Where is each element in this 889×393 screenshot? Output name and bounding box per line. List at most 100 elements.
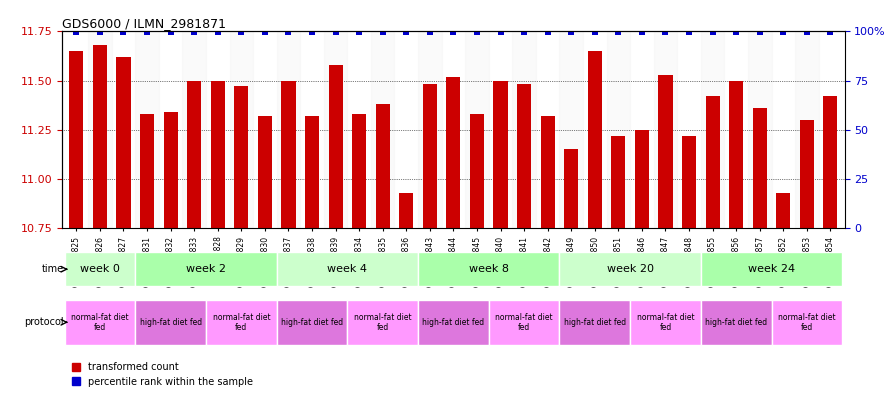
Point bbox=[305, 29, 319, 36]
Point bbox=[375, 29, 389, 36]
Bar bbox=[465, 31, 489, 228]
Bar bbox=[187, 81, 201, 228]
Bar bbox=[329, 65, 342, 228]
Bar bbox=[748, 31, 772, 228]
Bar bbox=[352, 114, 366, 228]
FancyBboxPatch shape bbox=[206, 299, 276, 345]
Bar bbox=[517, 84, 531, 228]
Text: high-fat diet fed: high-fat diet fed bbox=[140, 318, 202, 327]
FancyBboxPatch shape bbox=[348, 299, 418, 345]
Legend: transformed count, percentile rank within the sample: transformed count, percentile rank withi… bbox=[67, 358, 258, 391]
Text: normal-fat diet
fed: normal-fat diet fed bbox=[212, 312, 270, 332]
Point bbox=[565, 29, 579, 36]
Text: GDS6000 / ILMN_2981871: GDS6000 / ILMN_2981871 bbox=[62, 17, 226, 30]
Bar bbox=[682, 136, 696, 228]
Text: week 0: week 0 bbox=[80, 264, 120, 274]
Bar bbox=[653, 31, 677, 228]
Point bbox=[258, 29, 272, 36]
Point bbox=[823, 29, 837, 36]
Bar bbox=[305, 116, 319, 228]
Point bbox=[140, 29, 154, 36]
Bar bbox=[234, 86, 248, 228]
FancyBboxPatch shape bbox=[489, 299, 559, 345]
Point bbox=[399, 29, 413, 36]
Bar bbox=[606, 31, 630, 228]
Point bbox=[776, 29, 790, 36]
Point bbox=[706, 29, 720, 36]
Point bbox=[116, 29, 131, 36]
Text: week 8: week 8 bbox=[469, 264, 509, 274]
Bar bbox=[276, 31, 300, 228]
Text: week 24: week 24 bbox=[748, 264, 795, 274]
Point bbox=[753, 29, 767, 36]
Bar bbox=[541, 116, 555, 228]
Bar bbox=[211, 81, 225, 228]
FancyBboxPatch shape bbox=[630, 299, 701, 345]
FancyBboxPatch shape bbox=[701, 252, 842, 286]
Text: protocol: protocol bbox=[24, 317, 63, 327]
Text: week 2: week 2 bbox=[186, 264, 226, 274]
Text: week 4: week 4 bbox=[327, 264, 367, 274]
Point bbox=[234, 29, 248, 36]
Point bbox=[659, 29, 673, 36]
Bar bbox=[701, 31, 725, 228]
Bar bbox=[258, 116, 272, 228]
FancyBboxPatch shape bbox=[65, 299, 135, 345]
Bar bbox=[135, 31, 159, 228]
Text: normal-fat diet
fed: normal-fat diet fed bbox=[71, 312, 129, 332]
Bar bbox=[588, 51, 602, 228]
Text: high-fat diet fed: high-fat diet fed bbox=[281, 318, 343, 327]
Bar bbox=[423, 84, 436, 228]
Bar bbox=[140, 114, 154, 228]
FancyBboxPatch shape bbox=[559, 299, 630, 345]
Bar bbox=[635, 130, 649, 228]
Point bbox=[729, 29, 743, 36]
Bar bbox=[324, 31, 348, 228]
Text: normal-fat diet
fed: normal-fat diet fed bbox=[495, 312, 553, 332]
Bar bbox=[753, 108, 767, 228]
Bar bbox=[418, 31, 442, 228]
Point bbox=[682, 29, 696, 36]
FancyBboxPatch shape bbox=[418, 299, 489, 345]
FancyBboxPatch shape bbox=[701, 299, 772, 345]
Text: high-fat diet fed: high-fat diet fed bbox=[422, 318, 485, 327]
Point bbox=[92, 29, 107, 36]
Point bbox=[69, 29, 84, 36]
Text: high-fat diet fed: high-fat diet fed bbox=[705, 318, 767, 327]
Point bbox=[517, 29, 532, 36]
Text: time: time bbox=[41, 264, 63, 274]
Point bbox=[588, 29, 602, 36]
Text: normal-fat diet
fed: normal-fat diet fed bbox=[354, 312, 412, 332]
FancyBboxPatch shape bbox=[418, 252, 559, 286]
Bar bbox=[371, 31, 395, 228]
Bar bbox=[446, 77, 461, 228]
Text: normal-fat diet
fed: normal-fat diet fed bbox=[637, 312, 694, 332]
Bar bbox=[612, 136, 625, 228]
Bar bbox=[559, 31, 583, 228]
Bar bbox=[92, 45, 107, 228]
Point bbox=[211, 29, 225, 36]
Bar bbox=[229, 31, 253, 228]
Bar bbox=[800, 120, 814, 228]
FancyBboxPatch shape bbox=[559, 252, 701, 286]
Bar bbox=[88, 31, 112, 228]
Text: week 20: week 20 bbox=[606, 264, 653, 274]
Bar bbox=[706, 96, 720, 228]
Bar bbox=[729, 81, 743, 228]
Bar bbox=[565, 149, 578, 228]
Point bbox=[446, 29, 461, 36]
Bar bbox=[399, 193, 413, 228]
Bar bbox=[164, 112, 178, 228]
FancyBboxPatch shape bbox=[135, 252, 276, 286]
FancyBboxPatch shape bbox=[65, 252, 135, 286]
Bar bbox=[116, 57, 131, 228]
Text: normal-fat diet
fed: normal-fat diet fed bbox=[778, 312, 836, 332]
FancyBboxPatch shape bbox=[135, 299, 206, 345]
Bar bbox=[376, 104, 389, 228]
Point bbox=[541, 29, 555, 36]
Bar bbox=[470, 114, 484, 228]
Bar bbox=[182, 31, 206, 228]
Bar bbox=[512, 31, 536, 228]
Point bbox=[352, 29, 366, 36]
Point bbox=[470, 29, 485, 36]
